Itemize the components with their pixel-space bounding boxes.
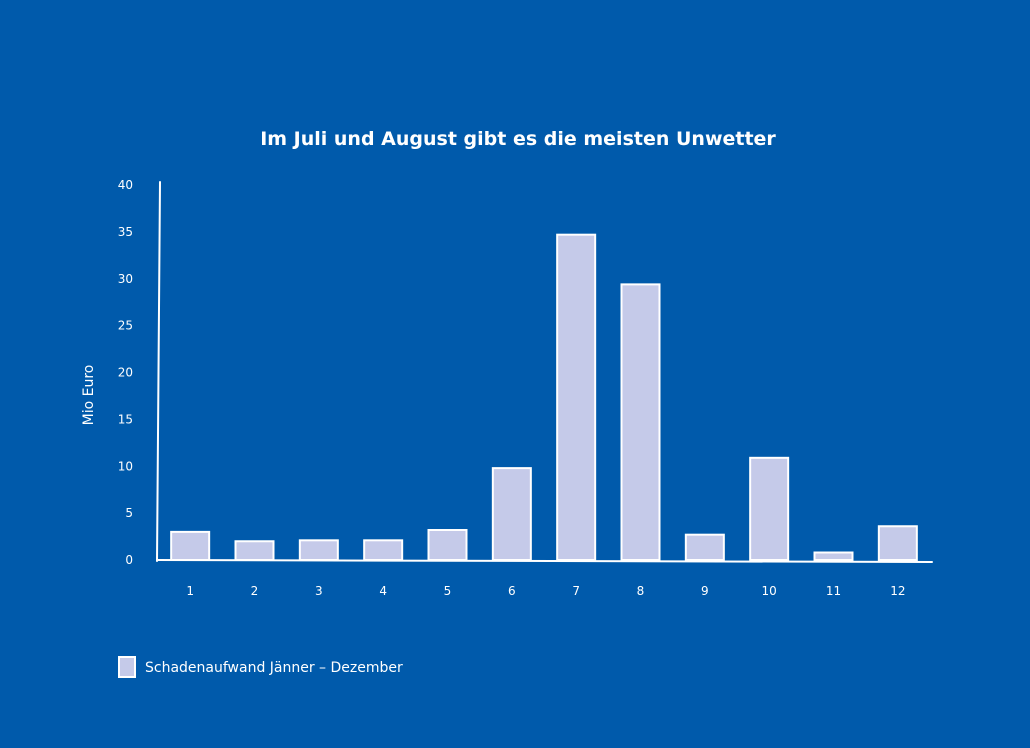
x-tick-labels: 1 2 3 4 5 6 7 8 9 10 11 12 [186,584,905,598]
bars [170,233,918,561]
bar-6 [491,467,532,561]
x-tick-label: 2 [251,584,259,598]
bar-5 [427,529,468,561]
x-axis-line [156,559,933,563]
y-axis-title: Mio Euro [81,365,97,426]
x-tick-label: 10 [762,584,777,598]
bar-10 [749,456,790,561]
bar-12 [877,525,918,561]
legend: Schadenaufwand Jänner – Dezember [118,656,403,678]
y-tick-label: 10 [118,459,133,473]
x-tick-label: 5 [444,584,452,598]
bar-1 [170,530,211,561]
x-tick-label: 12 [890,584,905,598]
y-tick-label: 5 [125,506,133,520]
bar-4 [363,539,404,561]
bar-11 [813,551,854,561]
x-tick-label: 3 [315,584,323,598]
x-tick-label: 1 [186,584,194,598]
bar-9 [684,533,725,561]
legend-label: Schadenaufwand Jänner – Dezember [145,660,403,676]
x-tick-label: 6 [508,584,516,598]
bar-3 [298,539,339,561]
y-tick-label: 0 [125,553,133,567]
bar-8 [620,283,661,561]
x-tick-label: 11 [826,584,841,598]
x-tick-label: 7 [572,584,580,598]
y-tick-label: 20 [118,366,133,380]
legend-swatch [118,656,136,678]
x-tick-label: 4 [379,584,387,598]
x-tick-label: 8 [637,584,645,598]
y-tick-label: 15 [118,412,133,426]
y-tick-label: 25 [118,319,133,333]
y-tick-labels: 0 5 10 15 20 25 30 35 40 [118,178,133,567]
y-tick-label: 30 [118,272,133,286]
y-tick-label: 40 [118,178,133,192]
bar-7 [556,233,597,561]
chart-title: Im Juli und August gibt es die meisten U… [260,128,776,150]
y-tick-label: 35 [118,225,133,239]
y-axis-line [156,181,161,562]
x-tick-label: 9 [701,584,709,598]
bar-2 [234,540,275,561]
